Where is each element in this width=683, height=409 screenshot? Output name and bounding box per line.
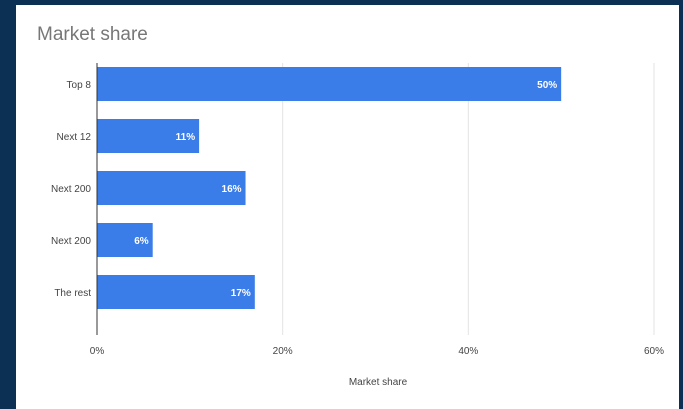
category-label: Next 200 (51, 184, 91, 195)
x-tick-label: 20% (273, 346, 293, 357)
chart-card: Market share 0% 20% 40% 60% Top 8 50% Next 12 1… (16, 5, 679, 409)
grid-lines (282, 63, 655, 335)
category-label: The rest (54, 288, 91, 299)
category-label: Top 8 (67, 80, 92, 91)
x-tick-label: 40% (458, 346, 478, 357)
labels: 0% 20% 40% 60% Top 8 50% Next 12 11% Next 200 16%… (51, 80, 664, 357)
x-tick-label: 60% (644, 346, 664, 357)
bars (97, 67, 562, 309)
bar-1 (97, 67, 562, 101)
bar-2 (97, 119, 200, 153)
bar-4 (97, 223, 153, 257)
bar-3 (97, 171, 246, 205)
bar-5 (97, 275, 255, 309)
category-label: Next 12 (57, 132, 92, 143)
category-label: Next 200 (51, 236, 91, 247)
x-axis-title: Market share (349, 377, 408, 388)
bar-value-label: 50% (537, 80, 557, 91)
bar-value-label: 11% (176, 132, 196, 143)
bar-value-label: 17% (231, 288, 251, 299)
bar-chart: 0% 20% 40% 60% Top 8 50% Next 12 11% Next 200 16%… (51, 63, 664, 388)
bar-value-label: 6% (134, 236, 149, 247)
bar-value-label: 16% (222, 184, 242, 195)
chart-title: Market share (37, 24, 148, 45)
x-tick-label: 0% (90, 346, 105, 357)
